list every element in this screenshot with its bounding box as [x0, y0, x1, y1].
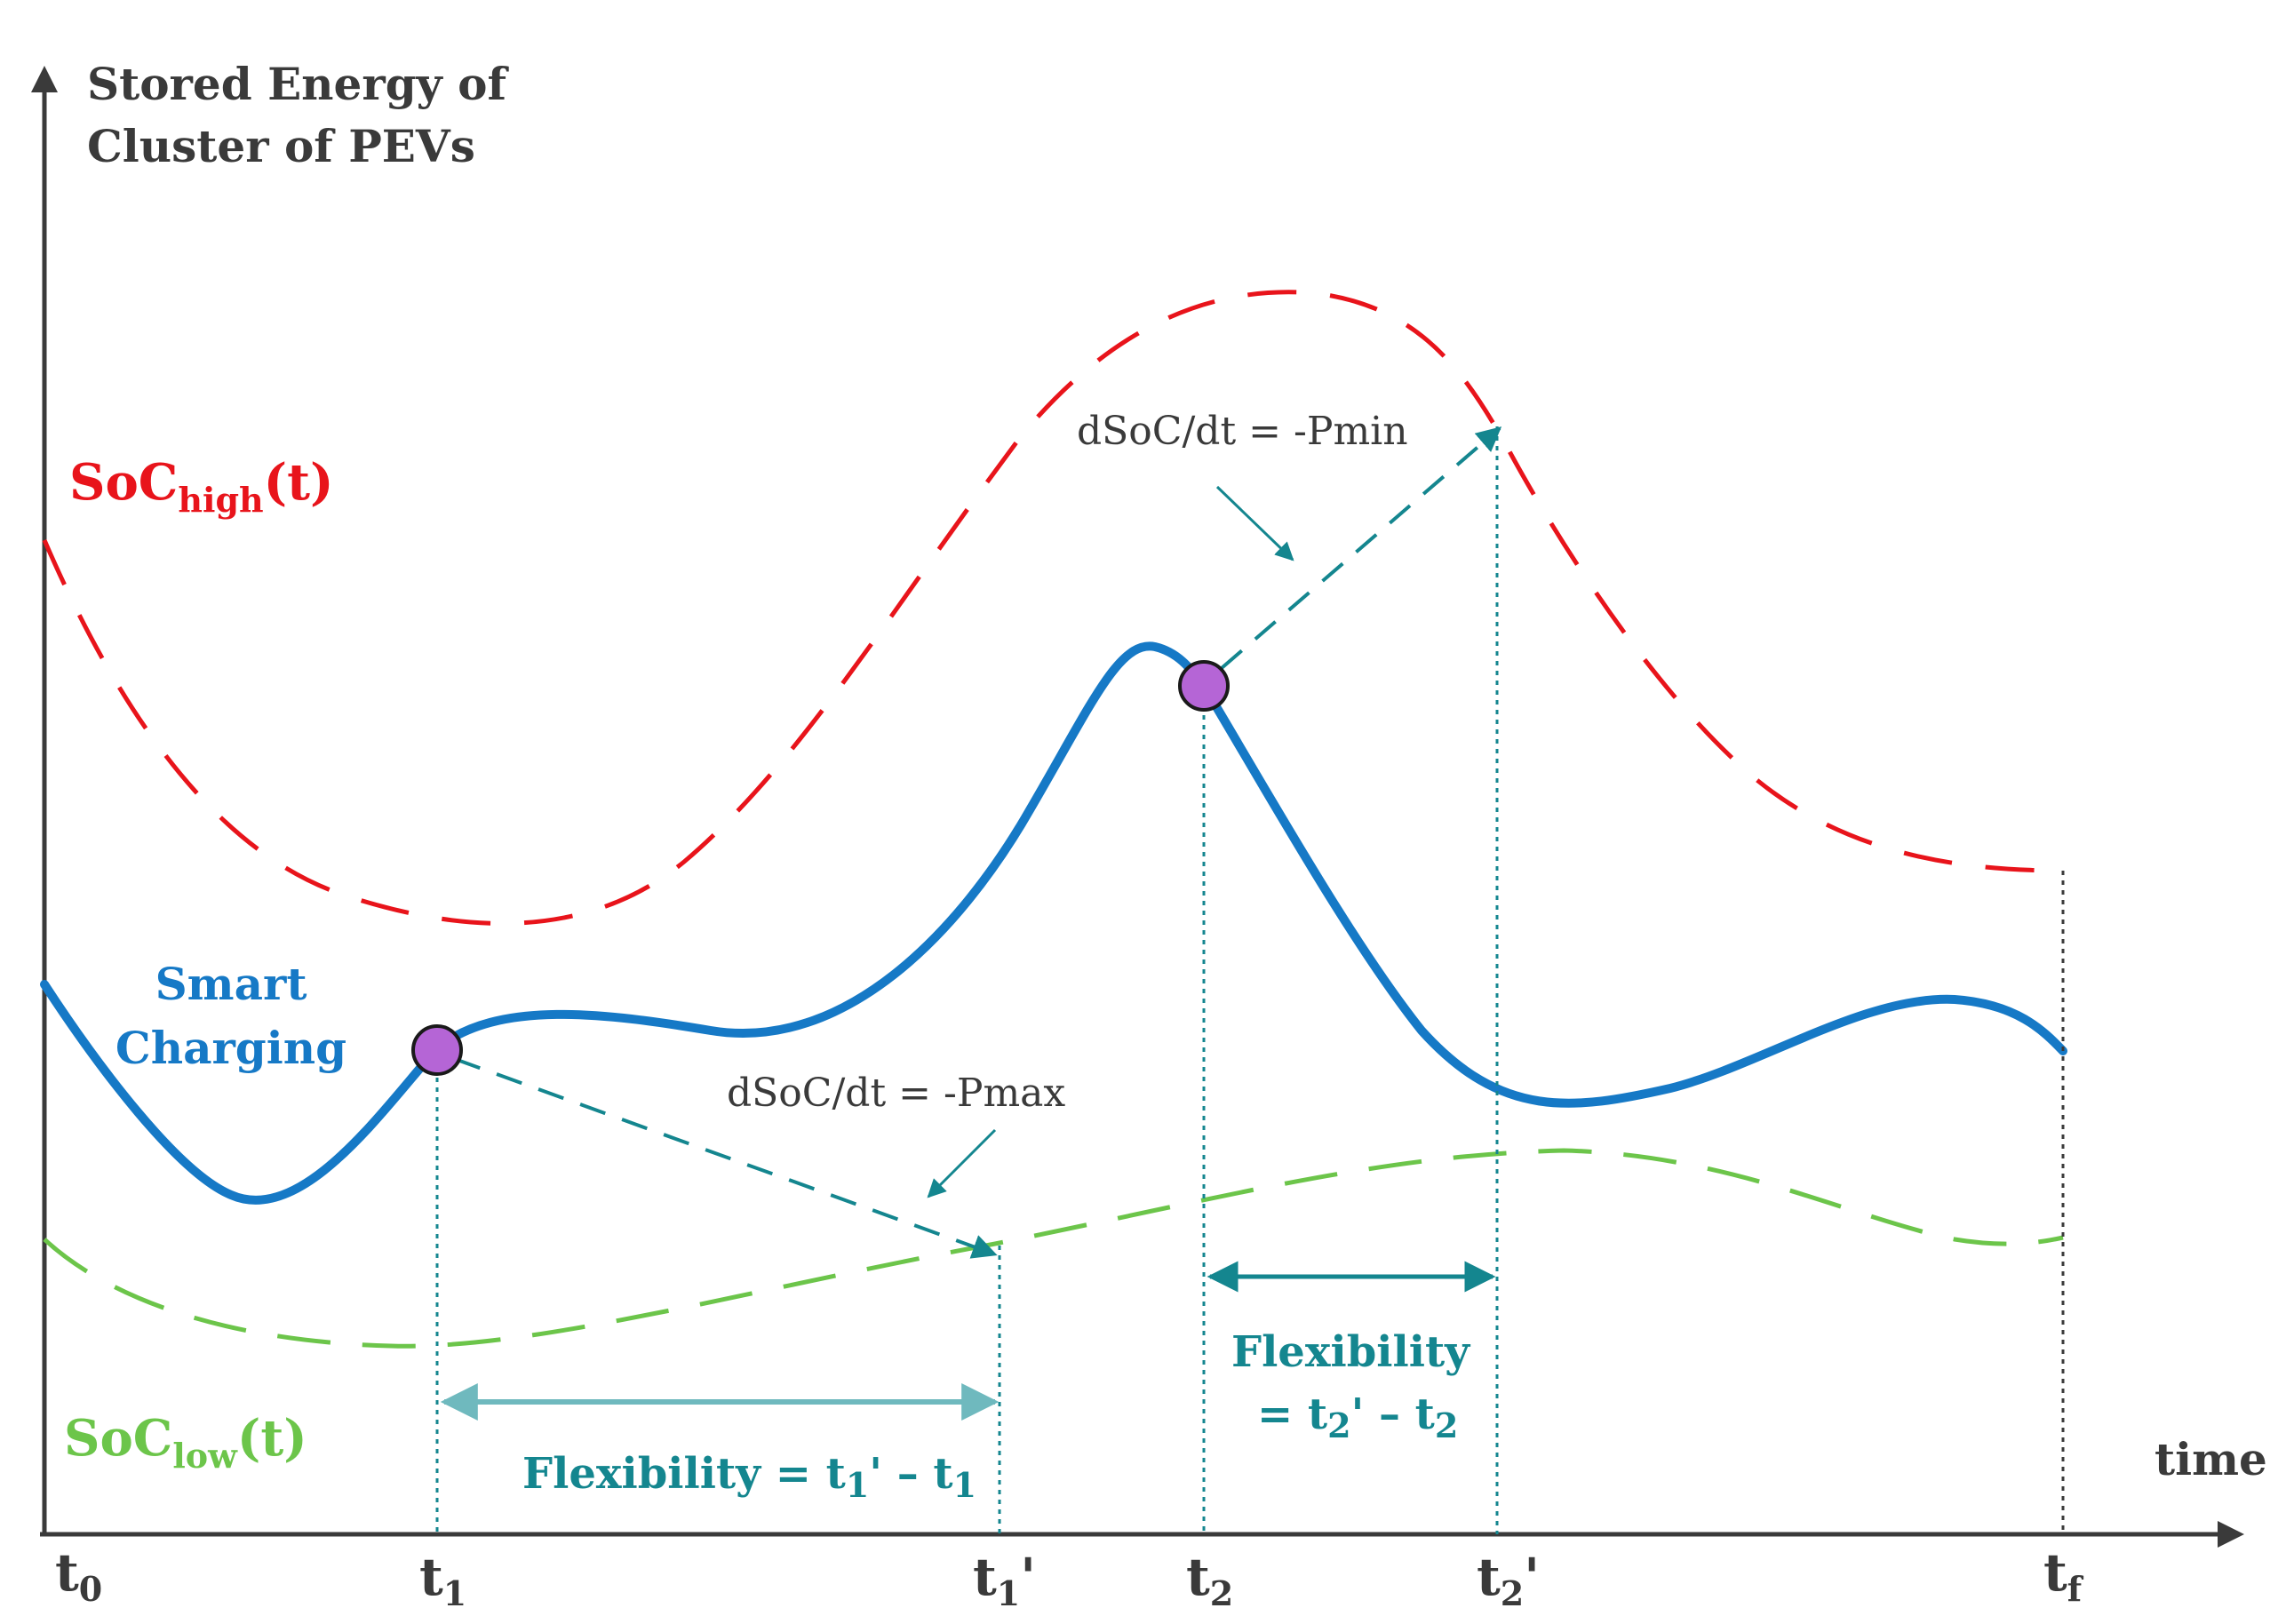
tick-t2-prime: t2' [1477, 1547, 1540, 1613]
rate-min-label: dSoC/dt = -Pmin [1077, 409, 1408, 454]
rate-arrow-max [454, 1057, 998, 1259]
point-t2 [1178, 660, 1230, 712]
tick-t0: t0 [55, 1542, 102, 1609]
rate-arrow-min [1220, 426, 1502, 670]
smart-charging-curve [40, 641, 2067, 1205]
tick-t1-prime: t1' [973, 1547, 1036, 1613]
y-axis-label-line1: Stored Energy of [87, 58, 509, 110]
tick-t2: t2 [1186, 1547, 1233, 1613]
flex2-label-line2: = t2' – t2 [1257, 1389, 1458, 1445]
rate-max-label: dSoC/dt = -Pmax [727, 1071, 1065, 1116]
smart-charging-label-line1: Smart [155, 958, 307, 1010]
flex2-label-line1: Flexibility [1231, 1327, 1471, 1377]
soc-low-label: SoClow(t) [64, 1409, 307, 1476]
flex1-label: Flexibility = t1' – t1 [522, 1449, 976, 1505]
soc-low-curve [43, 1148, 2064, 1349]
x-axis-label: time [2155, 1433, 2267, 1485]
point-t1 [411, 1024, 463, 1076]
y-axis-label-line2: Cluster of PEVs [87, 120, 475, 172]
smart-charging-label-line2: Charging [115, 1022, 346, 1074]
pointer-rate-max [927, 1128, 997, 1198]
pointer-rate-min [1215, 485, 1294, 561]
tick-tf: tf [2043, 1542, 2084, 1609]
soc-high-curve [42, 290, 2064, 926]
soc-high-label: SoChigh(t) [69, 453, 334, 520]
tick-t1: t1 [419, 1547, 466, 1613]
